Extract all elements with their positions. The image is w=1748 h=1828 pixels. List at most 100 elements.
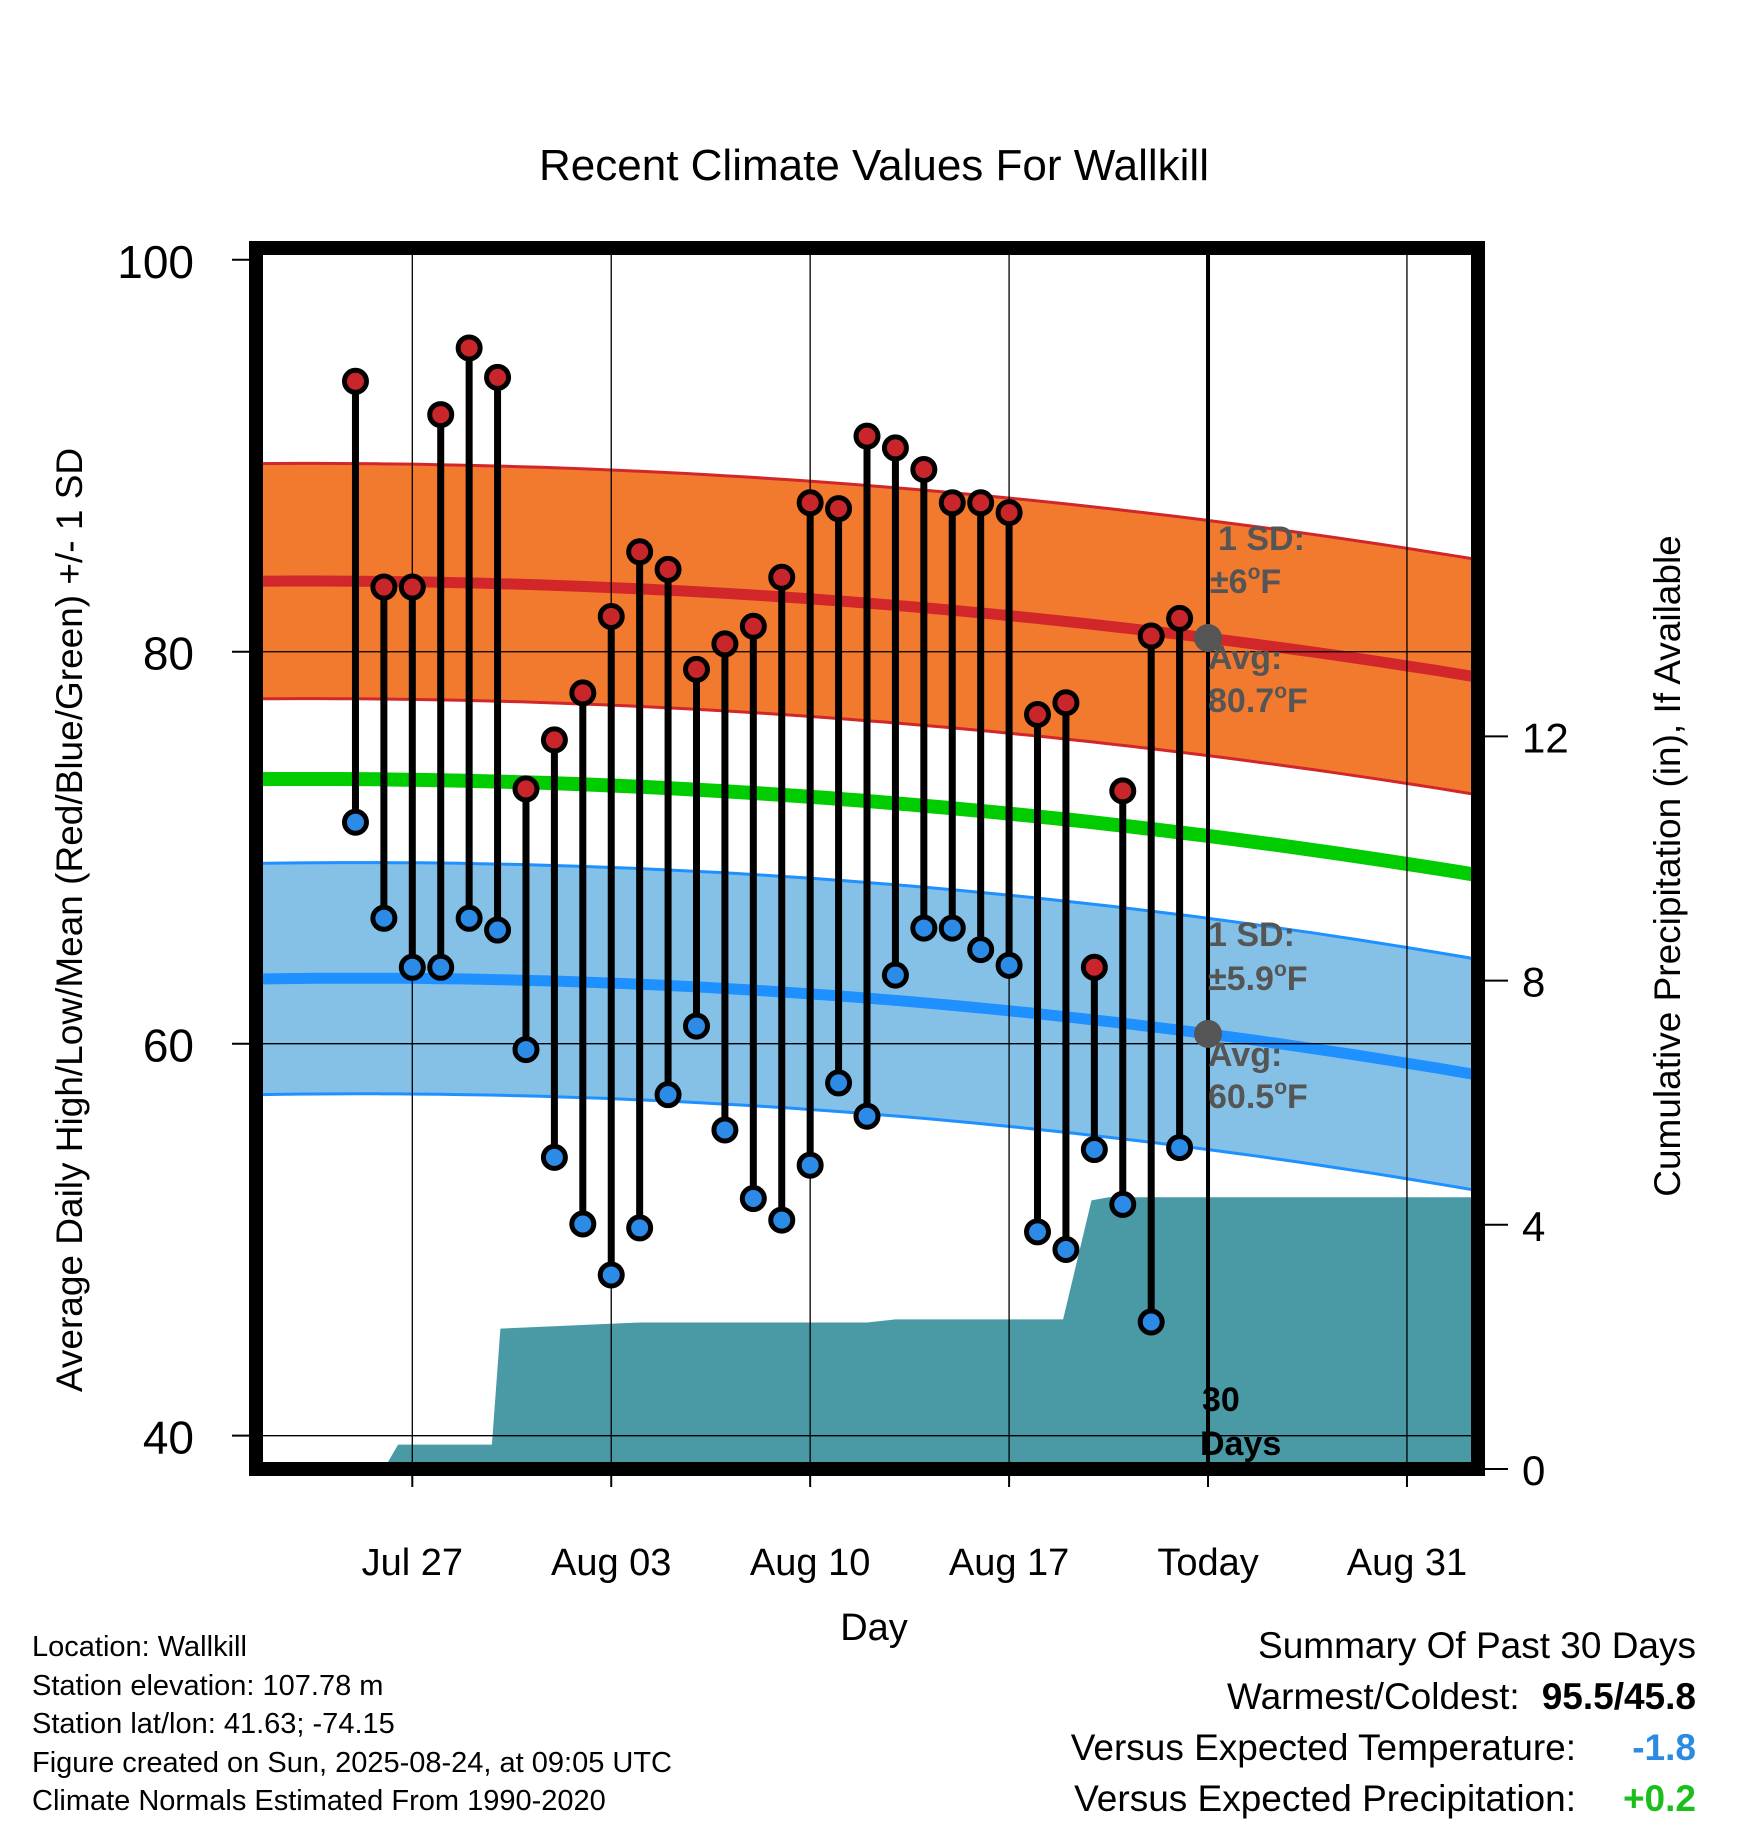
daily-high-point [768,563,796,591]
low-avg-label: Avg: [1208,1036,1282,1074]
x-axis-label: Day [840,1607,908,1649]
daily-low-point [654,1081,682,1109]
daily-low-point [995,951,1023,979]
daily-low-point [938,914,966,942]
daily-high-point [398,573,426,601]
daily-low-point [910,914,938,942]
daily-high-point [484,363,512,391]
warm-cold-row: Warmest/Coldest: 95.5/45.8 [1071,1671,1696,1722]
x-tick-label: Aug 31 [1347,1542,1467,1584]
daily-low-point [1080,1136,1108,1164]
y2-tick-label: 4 [1522,1203,1545,1250]
summary-heading: Summary Of Past 30 Days [1258,1625,1696,1666]
daily-high-point [825,495,853,523]
low-sd-label: 1 SD: [1208,916,1295,954]
created-text: Figure created on Sun, 2025-08-24, at 09… [32,1746,672,1779]
daily-high-point [626,538,654,566]
daily-high-point [654,555,682,583]
temp-value: -1.8 [1632,1727,1696,1768]
daily-low-point [398,953,426,981]
normals-text: Climate Normals Estimated From 1990-2020 [32,1785,606,1817]
daily-low-point [1109,1190,1137,1218]
daily-high-point [569,679,597,707]
precip-value: +0.2 [1622,1778,1696,1819]
precipitation-area [383,1197,1478,1469]
daily-low-point [711,1116,739,1144]
low-sd-value: ±5.9oF [1208,958,1308,998]
daily-high-point [512,775,540,803]
warm-cold-label: Warmest/Coldest: [1227,1676,1520,1717]
daily-high-point [1109,777,1137,805]
daily-high-point [1052,689,1080,717]
y-tick-label: 80 [143,628,194,680]
daily-low-point [455,904,483,932]
daily-high-point [1137,622,1165,650]
daily-high-point [597,602,625,630]
daily-low-point [1024,1218,1052,1246]
y2-tick-label: 12 [1522,714,1569,761]
latlon-text: Station lat/lon: 41.63; -74.15 [32,1708,395,1740]
daily-low-point [341,808,369,836]
elevation-text: Station elevation: 107.78 m [32,1669,384,1702]
daily-low-point [739,1185,767,1213]
daily-high-point [796,489,824,517]
plot-frame [249,241,1485,1476]
station-info: Location: Wallkill Station elevation: 10… [32,1628,672,1821]
high-sd-label: 1 SD: [1218,520,1305,558]
days-word-label: Days [1200,1425,1281,1463]
x-tick-label: Today [1157,1542,1258,1584]
y-tick-label: 100 [117,236,194,288]
temp-row: Versus Expected Temperature: -1.8 [1071,1722,1696,1773]
y2-tick-label: 0 [1522,1447,1545,1494]
y-tick-label: 40 [143,1412,194,1464]
daily-high-point [427,401,455,429]
y2-axis-label: Cumulative Precipitation (in), If Availa… [1647,535,1688,1197]
daily-high-point [1166,604,1194,632]
precip-row: Versus Expected Precipitation: +0.2 [1071,1773,1696,1824]
location-text: Location: Wallkill [32,1631,247,1663]
precip-label: Versus Expected Precipitation: [1074,1778,1576,1819]
high-avg-value: 80.7oF [1208,680,1308,720]
daily-low-point [512,1036,540,1064]
daily-high-point [739,612,767,640]
x-tick-label: Jul 27 [362,1542,463,1584]
daily-low-point [427,953,455,981]
daily-high-point [938,489,966,517]
daily-low-point [796,1151,824,1179]
daily-low-point [484,916,512,944]
daily-high-point [540,726,568,754]
daily-high-point [682,655,710,683]
daily-low-point [825,1069,853,1097]
daily-low-point [1137,1308,1165,1336]
warm-cold-value: 95.5/45.8 [1541,1676,1696,1717]
days-count-label: 30 [1202,1381,1240,1419]
y-tick-label: 60 [143,1020,194,1072]
high-sd-value: ±6oF [1210,561,1281,601]
y2-tick-label: 8 [1522,959,1545,1006]
daily-high-point [881,434,909,462]
daily-low-point [1052,1235,1080,1263]
daily-high-point [967,489,995,517]
chart-title: Recent Climate Values For Wallkill [539,141,1209,190]
daily-high-point [910,455,938,483]
x-tick-label: Aug 17 [949,1542,1069,1584]
daily-low-point [370,904,398,932]
daily-low-point [881,961,909,989]
daily-high-point [455,334,483,362]
daily-low-point [853,1102,881,1130]
x-tick-label: Aug 10 [750,1542,870,1584]
x-tick-label: Aug 03 [551,1542,671,1584]
daily-high-point [995,499,1023,527]
daily-high-point [1080,953,1108,981]
y-axis-label: Average Daily High/Low/Mean (Red/Blue/Gr… [49,448,90,1392]
daily-high-point [853,422,881,450]
daily-high-point [370,573,398,601]
high-avg-label: Avg: [1208,639,1282,677]
daily-low-point [569,1210,597,1238]
daily-low-point [682,1012,710,1040]
daily-low-point [626,1214,654,1242]
temp-label: Versus Expected Temperature: [1070,1727,1576,1768]
daily-low-point [540,1143,568,1171]
daily-low-point [597,1261,625,1289]
